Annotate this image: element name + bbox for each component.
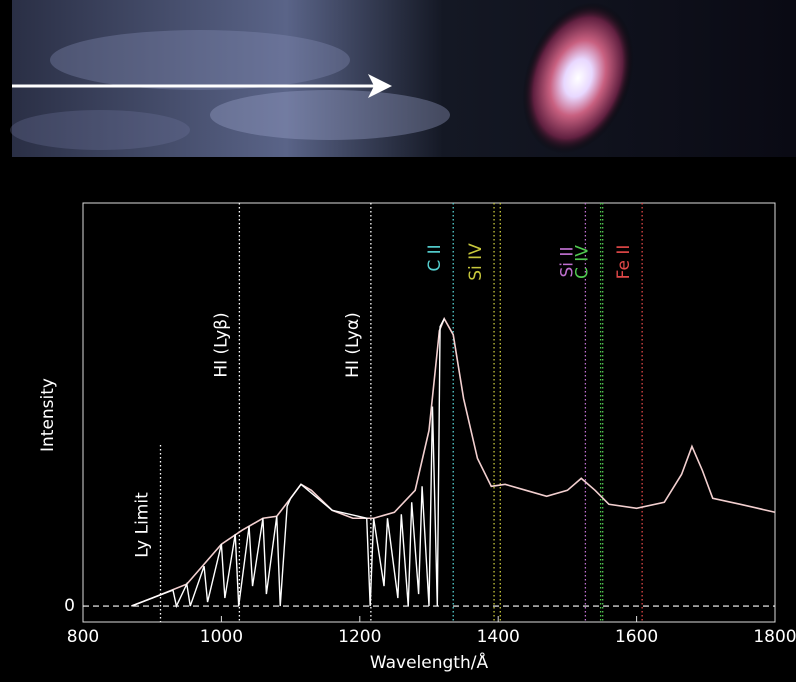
x-tick-label: 1200 [338, 627, 381, 647]
x-tick-label: 1000 [200, 627, 243, 647]
line-label: HI (Lyα) [343, 312, 363, 378]
figure: Wavelength/Å Intensity 800 1000 1200 1400 16… [0, 0, 796, 682]
y-axis-label: Intensity [38, 378, 58, 452]
line-label: HI (Lyβ) [211, 312, 231, 377]
x-tick-label: 800 [67, 627, 99, 647]
line-label: Si IV [466, 243, 486, 281]
cloud [10, 110, 190, 150]
line-label: C II [425, 244, 445, 271]
y-tick-label: 0 [64, 596, 75, 616]
line-label: Fe II [614, 245, 634, 280]
x-tick-label: 1400 [477, 627, 520, 647]
cloud [50, 30, 350, 90]
x-tick-label: 1600 [615, 627, 658, 647]
line-label: C IV [573, 245, 593, 279]
x-tick-label: 1800 [753, 627, 796, 647]
spectrum-line [131, 319, 444, 606]
line-label: Ly Limit [133, 492, 153, 558]
cloud [210, 90, 450, 140]
banner [10, 0, 796, 169]
x-axis-label: Wavelength/Å [370, 651, 489, 673]
page: Wavelength/Å Intensity 800 1000 1200 1400 16… [0, 0, 796, 682]
